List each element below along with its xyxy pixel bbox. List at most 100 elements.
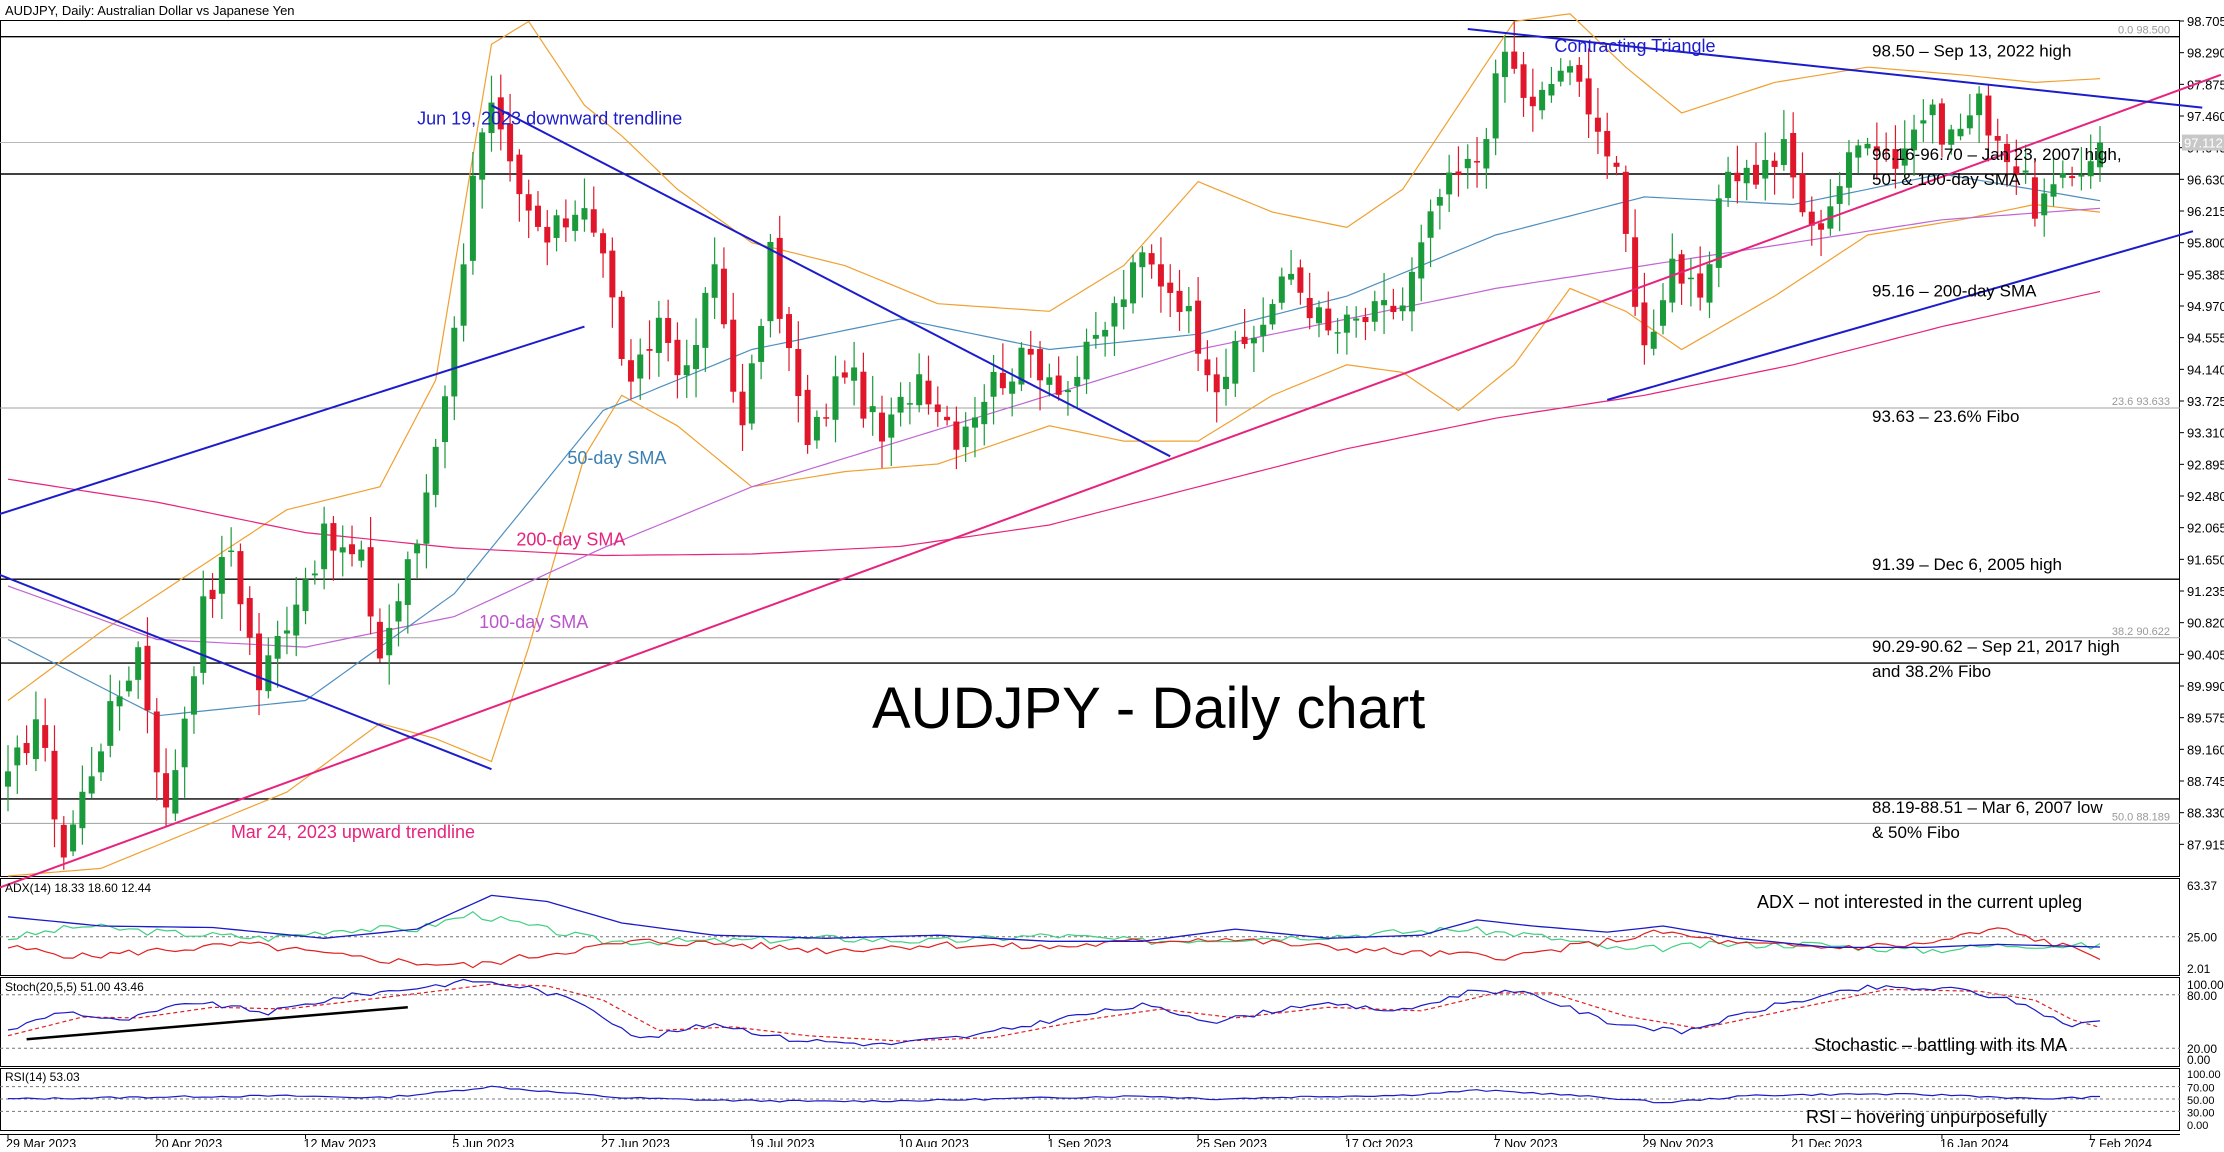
candle-body	[1994, 135, 2001, 141]
candle-body	[1139, 252, 1146, 268]
candle-body	[1232, 341, 1239, 384]
candle-body	[813, 416, 820, 441]
candle	[1408, 257, 1415, 332]
candle-body	[1353, 318, 1360, 321]
candle-body	[256, 633, 263, 691]
candle	[1381, 272, 1388, 335]
candle-body	[2069, 176, 2076, 179]
candle	[237, 543, 244, 631]
candle-body	[1223, 376, 1230, 390]
candle-body	[897, 396, 904, 413]
candle	[200, 570, 207, 685]
candle	[507, 93, 514, 182]
candle-body	[544, 226, 551, 243]
price-tick-label: 96.630	[2187, 172, 2224, 187]
candle	[1678, 249, 1685, 305]
candle	[1315, 300, 1322, 338]
candle-body	[1009, 381, 1016, 394]
candle-body	[720, 268, 727, 325]
candle-body	[1148, 253, 1155, 265]
price-tick-label: 88.745	[2187, 774, 2224, 789]
candle	[730, 292, 737, 403]
candle	[1120, 269, 1127, 330]
time-tick-label: 17 Oct 2023	[1345, 1137, 1413, 1147]
time-tick-label: 7 Feb 2024	[2089, 1137, 2152, 1147]
candle	[1334, 318, 1341, 354]
candle	[32, 691, 39, 772]
candle	[804, 374, 811, 454]
candle-body	[125, 680, 132, 692]
candle	[1929, 99, 1936, 144]
candle	[776, 215, 783, 334]
candle-body	[2087, 161, 2094, 177]
candle	[897, 382, 904, 427]
candle-body	[1455, 171, 1462, 175]
candle-body	[1343, 314, 1350, 333]
candle-body	[1269, 304, 1276, 325]
candle	[1771, 152, 1778, 195]
candle-body	[627, 360, 634, 382]
candle	[851, 341, 858, 406]
candle-body	[1064, 390, 1071, 393]
candle-body	[1790, 132, 1797, 178]
stoch-tick-label: 80.00	[2187, 989, 2217, 1003]
candle	[1027, 330, 1034, 378]
candle	[953, 406, 960, 470]
candle	[525, 179, 532, 239]
candle	[190, 666, 197, 734]
candle	[1418, 224, 1425, 302]
candle	[1223, 348, 1230, 406]
candle	[1427, 199, 1434, 268]
candle-body	[1474, 161, 1481, 163]
candle	[1594, 87, 1601, 155]
candle	[1092, 312, 1099, 349]
candle	[23, 725, 30, 765]
candle-body	[1734, 172, 1741, 182]
price-tick-label: 93.310	[2187, 426, 2224, 441]
stoch-tick-label: 20.00	[2187, 1042, 2217, 1056]
candle	[1176, 269, 1183, 331]
candle	[423, 474, 430, 569]
rsi-note: RSI – hovering unpurposefully	[1806, 1107, 2047, 1127]
candle	[1195, 277, 1202, 372]
candle	[1911, 114, 1918, 176]
adx-tick-label: 63.37	[2187, 879, 2217, 893]
candle	[906, 382, 913, 425]
chart-title: AUDJPY, Daily: Australian Dollar vs Japa…	[5, 3, 295, 18]
candle-body	[283, 630, 290, 634]
candle-body	[618, 296, 625, 360]
candle	[321, 506, 328, 590]
candle-body	[153, 711, 160, 773]
candle	[711, 237, 718, 320]
candle-body	[1771, 160, 1778, 167]
candle-body	[748, 363, 755, 424]
time-tick-label: 1 Sep 2023	[1047, 1137, 1111, 1147]
candle	[293, 576, 300, 657]
candle-body	[1446, 172, 1453, 195]
candle-body	[823, 417, 830, 419]
candle	[367, 516, 374, 635]
candle-body	[925, 380, 932, 405]
candle	[590, 186, 597, 237]
candle	[1976, 86, 1983, 143]
level-label: 90.29-90.62 – Sep 21, 2017 high	[1872, 637, 2120, 656]
candle	[683, 339, 690, 398]
candle	[302, 567, 309, 625]
candle-body	[916, 374, 923, 406]
trendline	[0, 325, 585, 516]
price-tick-label: 89.990	[2187, 679, 2224, 694]
candle-body	[1641, 302, 1648, 346]
candle-body	[107, 701, 114, 746]
candle	[1436, 188, 1443, 230]
candle	[544, 210, 551, 266]
candle-body	[135, 647, 142, 680]
candle	[1492, 59, 1499, 156]
candle-body	[590, 209, 597, 233]
price-tick-label: 98.705	[2187, 14, 2224, 29]
bollinger-upper-line	[7, 13, 2101, 701]
candle-body	[702, 292, 709, 348]
candle	[832, 355, 839, 443]
candle	[97, 743, 104, 781]
candle	[1529, 68, 1536, 132]
price-tick-label: 92.065	[2187, 521, 2224, 536]
